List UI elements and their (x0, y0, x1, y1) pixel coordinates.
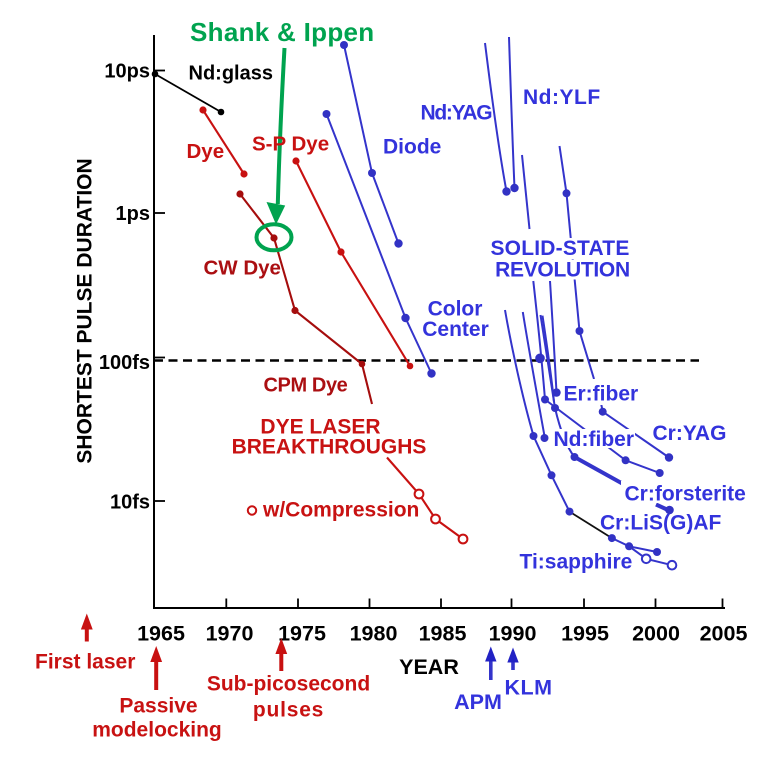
svg-text:SOLID-STATE: SOLID-STATE (490, 237, 629, 260)
svg-text:1970: 1970 (206, 622, 254, 646)
svg-text:2000: 2000 (632, 622, 680, 646)
svg-text:Ti:sapphire: Ti:sapphire (520, 551, 633, 574)
svg-text:Nd:fiber: Nd:fiber (554, 428, 635, 451)
svg-text:10fs: 10fs (110, 492, 150, 514)
svg-text:Cr:YAG: Cr:YAG (653, 422, 727, 445)
svg-text:Sub-picosecond: Sub-picosecond (207, 673, 370, 696)
svg-text:REVOLUTION: REVOLUTION (495, 258, 630, 281)
svg-text:BREAKTHROUGHS: BREAKTHROUGHS (232, 436, 427, 459)
svg-text:1995: 1995 (561, 622, 609, 646)
svg-text:Nd:YAG: Nd:YAG (421, 102, 493, 125)
svg-text:1ps: 1ps (116, 203, 150, 225)
svg-text:First laser: First laser (35, 651, 135, 674)
svg-text:10ps: 10ps (104, 61, 150, 83)
svg-text:Cr:LiS(G)AF: Cr:LiS(G)AF (600, 512, 721, 535)
svg-text:Passive: Passive (119, 695, 197, 718)
svg-text:1990: 1990 (489, 622, 537, 646)
svg-text:Color: Color (428, 298, 483, 321)
svg-text:100fs: 100fs (99, 352, 150, 374)
svg-text:S-P Dye: S-P Dye (252, 133, 329, 156)
svg-text:Nd:YLF: Nd:YLF (523, 86, 601, 109)
svg-text:CW Dye: CW Dye (204, 257, 281, 280)
svg-text:pulses: pulses (253, 699, 324, 722)
svg-text:KLM: KLM (504, 676, 552, 700)
svg-text:modelocking: modelocking (92, 718, 222, 741)
svg-text:APM: APM (454, 690, 502, 714)
svg-text:1965: 1965 (137, 622, 185, 646)
svg-text:2005: 2005 (700, 622, 748, 646)
svg-text:Diode: Diode (383, 136, 441, 159)
svg-text:w/Compression: w/Compression (262, 499, 419, 522)
svg-text:Shank & Ippen: Shank & Ippen (190, 17, 374, 47)
svg-text:Er:fiber: Er:fiber (564, 383, 639, 406)
svg-text:1985: 1985 (419, 622, 467, 646)
svg-text:1975: 1975 (278, 622, 326, 646)
svg-text:Cr:forsterite: Cr:forsterite (625, 483, 746, 506)
svg-text:Nd:glass: Nd:glass (189, 63, 273, 85)
svg-text:DYE LASER: DYE LASER (260, 416, 380, 439)
svg-text:SHORTEST PULSE DURATION: SHORTEST PULSE DURATION (74, 158, 97, 463)
svg-text:1980: 1980 (350, 622, 398, 646)
svg-text:YEAR: YEAR (399, 655, 459, 679)
svg-text:CPM Dye: CPM Dye (264, 375, 348, 397)
svg-text:Dye: Dye (187, 140, 225, 163)
svg-text:Center: Center (422, 318, 489, 341)
